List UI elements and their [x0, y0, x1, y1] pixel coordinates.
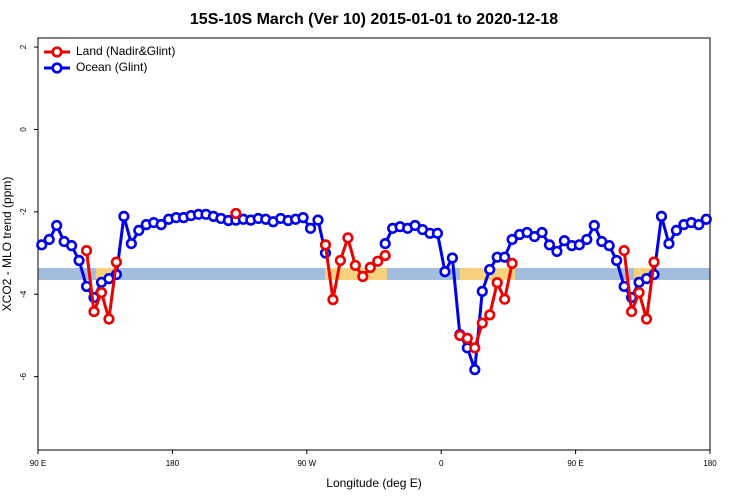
y-tick-label: 0 [19, 127, 28, 132]
data-point [625, 305, 638, 318]
y-axis-label: XCO2 - MLO trend (ppm) [0, 177, 14, 312]
data-point [304, 222, 317, 234]
x-axis-label: Longitude (deg E) [326, 476, 421, 490]
data-point [51, 219, 63, 232]
data-point [618, 244, 630, 257]
data-point [349, 259, 361, 272]
data-point [663, 237, 675, 250]
data-point [700, 213, 712, 225]
legend-marker [51, 46, 63, 58]
data-point [469, 364, 481, 376]
data-point [469, 342, 481, 354]
data-point [327, 294, 339, 306]
data-point [655, 210, 668, 222]
data-point [499, 251, 511, 263]
data-point [95, 287, 108, 299]
x-tick-label: 90 W [297, 459, 316, 468]
legend-marker [51, 62, 63, 74]
data-point [334, 254, 347, 267]
x-tick-label: 180 [166, 459, 180, 468]
data-point [506, 233, 518, 246]
data-point [319, 239, 332, 251]
data-point [499, 293, 511, 305]
data-point [588, 219, 600, 232]
data-point [88, 305, 100, 318]
data-point [476, 285, 488, 297]
x-tick-label: 0 [439, 459, 444, 468]
data-point [581, 233, 593, 246]
data-point [506, 257, 518, 269]
data-point [633, 287, 645, 299]
data-point [379, 249, 391, 262]
data-point [693, 219, 705, 231]
data-point [670, 224, 683, 237]
legend-label: Land (Nadir&Glint) [76, 44, 175, 58]
data-point [558, 235, 571, 247]
data-point [372, 255, 384, 267]
data-point [484, 263, 496, 276]
data-point [476, 317, 488, 329]
data-point [551, 245, 563, 258]
y-tick-label: -6 [19, 373, 28, 381]
data-point [536, 226, 548, 239]
data-point [65, 240, 78, 252]
data-point [312, 214, 324, 226]
data-point [491, 277, 503, 289]
data-point [342, 232, 354, 244]
data-point [439, 266, 451, 278]
chart-title: 15S-10S March (Ver 10) 2015-01-01 to 202… [190, 11, 558, 28]
data-point [611, 254, 623, 267]
data-point [640, 313, 653, 325]
legend-label: Ocean (Glint) [76, 60, 147, 74]
y-tick-label: -4 [19, 290, 28, 298]
data-point [73, 254, 85, 267]
data-point [297, 212, 309, 224]
data-point [357, 270, 369, 283]
series-line [383, 215, 708, 371]
data-point [125, 237, 137, 250]
data-point [446, 252, 459, 264]
data-point [379, 237, 391, 250]
data-point [364, 261, 376, 274]
y-tick-label: -2 [19, 208, 28, 216]
data-point [573, 239, 585, 251]
data-point [118, 210, 130, 222]
y-tick-label: 2 [19, 44, 28, 49]
data-point [80, 244, 93, 257]
x-tick-label: 180 [703, 459, 717, 468]
data-point [461, 332, 473, 344]
data-point [133, 224, 145, 237]
data-point [648, 256, 660, 268]
data-point [155, 219, 167, 231]
data-point [36, 239, 48, 251]
x-tick-label: 90 E [567, 459, 583, 468]
data-point [543, 239, 556, 251]
x-tick-label: 90 E [30, 459, 46, 468]
data-point [603, 240, 615, 252]
data-point [484, 309, 496, 321]
data-point [230, 207, 242, 220]
data-point [431, 227, 444, 239]
data-point [43, 233, 55, 246]
data-point [110, 256, 122, 268]
data-point [103, 313, 115, 325]
